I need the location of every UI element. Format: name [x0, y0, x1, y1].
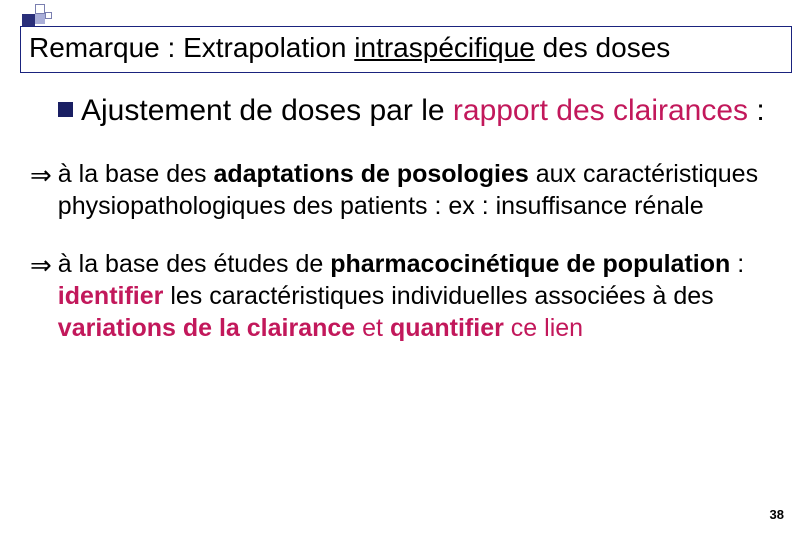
- title-pre: Remarque : Extrapolation: [29, 32, 354, 63]
- a1-t1: à la base des: [58, 160, 214, 188]
- a2-t1: à la base des études de: [58, 250, 330, 278]
- bullet1-part1: Ajustement de doses par le: [81, 94, 453, 127]
- a1-t2: adaptations de posologies: [213, 160, 528, 188]
- a2-t9: ce lien: [504, 314, 583, 342]
- slide-body: Ajustement de doses par le rapport des c…: [58, 92, 780, 370]
- arrow-item-2: ⇒ à la base des études de pharmacocinéti…: [30, 248, 780, 344]
- a2-t6: variations de la clairance: [58, 314, 355, 342]
- arrow-icon: ⇒: [30, 250, 52, 281]
- bullet1-highlight: rapport des clairances: [453, 94, 748, 127]
- arrow-icon: ⇒: [30, 160, 52, 191]
- title-underlined: intraspécifique: [354, 32, 535, 63]
- a2-t4: identifier: [58, 282, 164, 310]
- page-number: 38: [770, 507, 784, 522]
- arrow-2-text: à la base des études de pharmacocinétiqu…: [58, 248, 780, 344]
- a2-t3: :: [730, 250, 744, 278]
- slide-title: Remarque : Extrapolation intraspécifique…: [29, 33, 783, 64]
- a2-t5: les caractéristiques individuelles assoc…: [163, 282, 713, 310]
- a2-t2: pharmacocinétique de population: [330, 250, 730, 278]
- bullet1-part3: :: [748, 94, 765, 127]
- square-bullet-icon: [58, 102, 73, 117]
- a2-t7: et: [355, 314, 390, 342]
- arrow-item-1: ⇒ à la base des adaptations de posologie…: [30, 158, 780, 222]
- a2-t8: quantifier: [390, 314, 504, 342]
- title-box: Remarque : Extrapolation intraspécifique…: [20, 26, 792, 73]
- title-post: des doses: [535, 32, 670, 63]
- bullet-1-text: Ajustement de doses par le rapport des c…: [81, 92, 765, 130]
- arrow-1-text: à la base des adaptations de posologies …: [58, 158, 780, 222]
- bullet-item-1: Ajustement de doses par le rapport des c…: [58, 92, 780, 130]
